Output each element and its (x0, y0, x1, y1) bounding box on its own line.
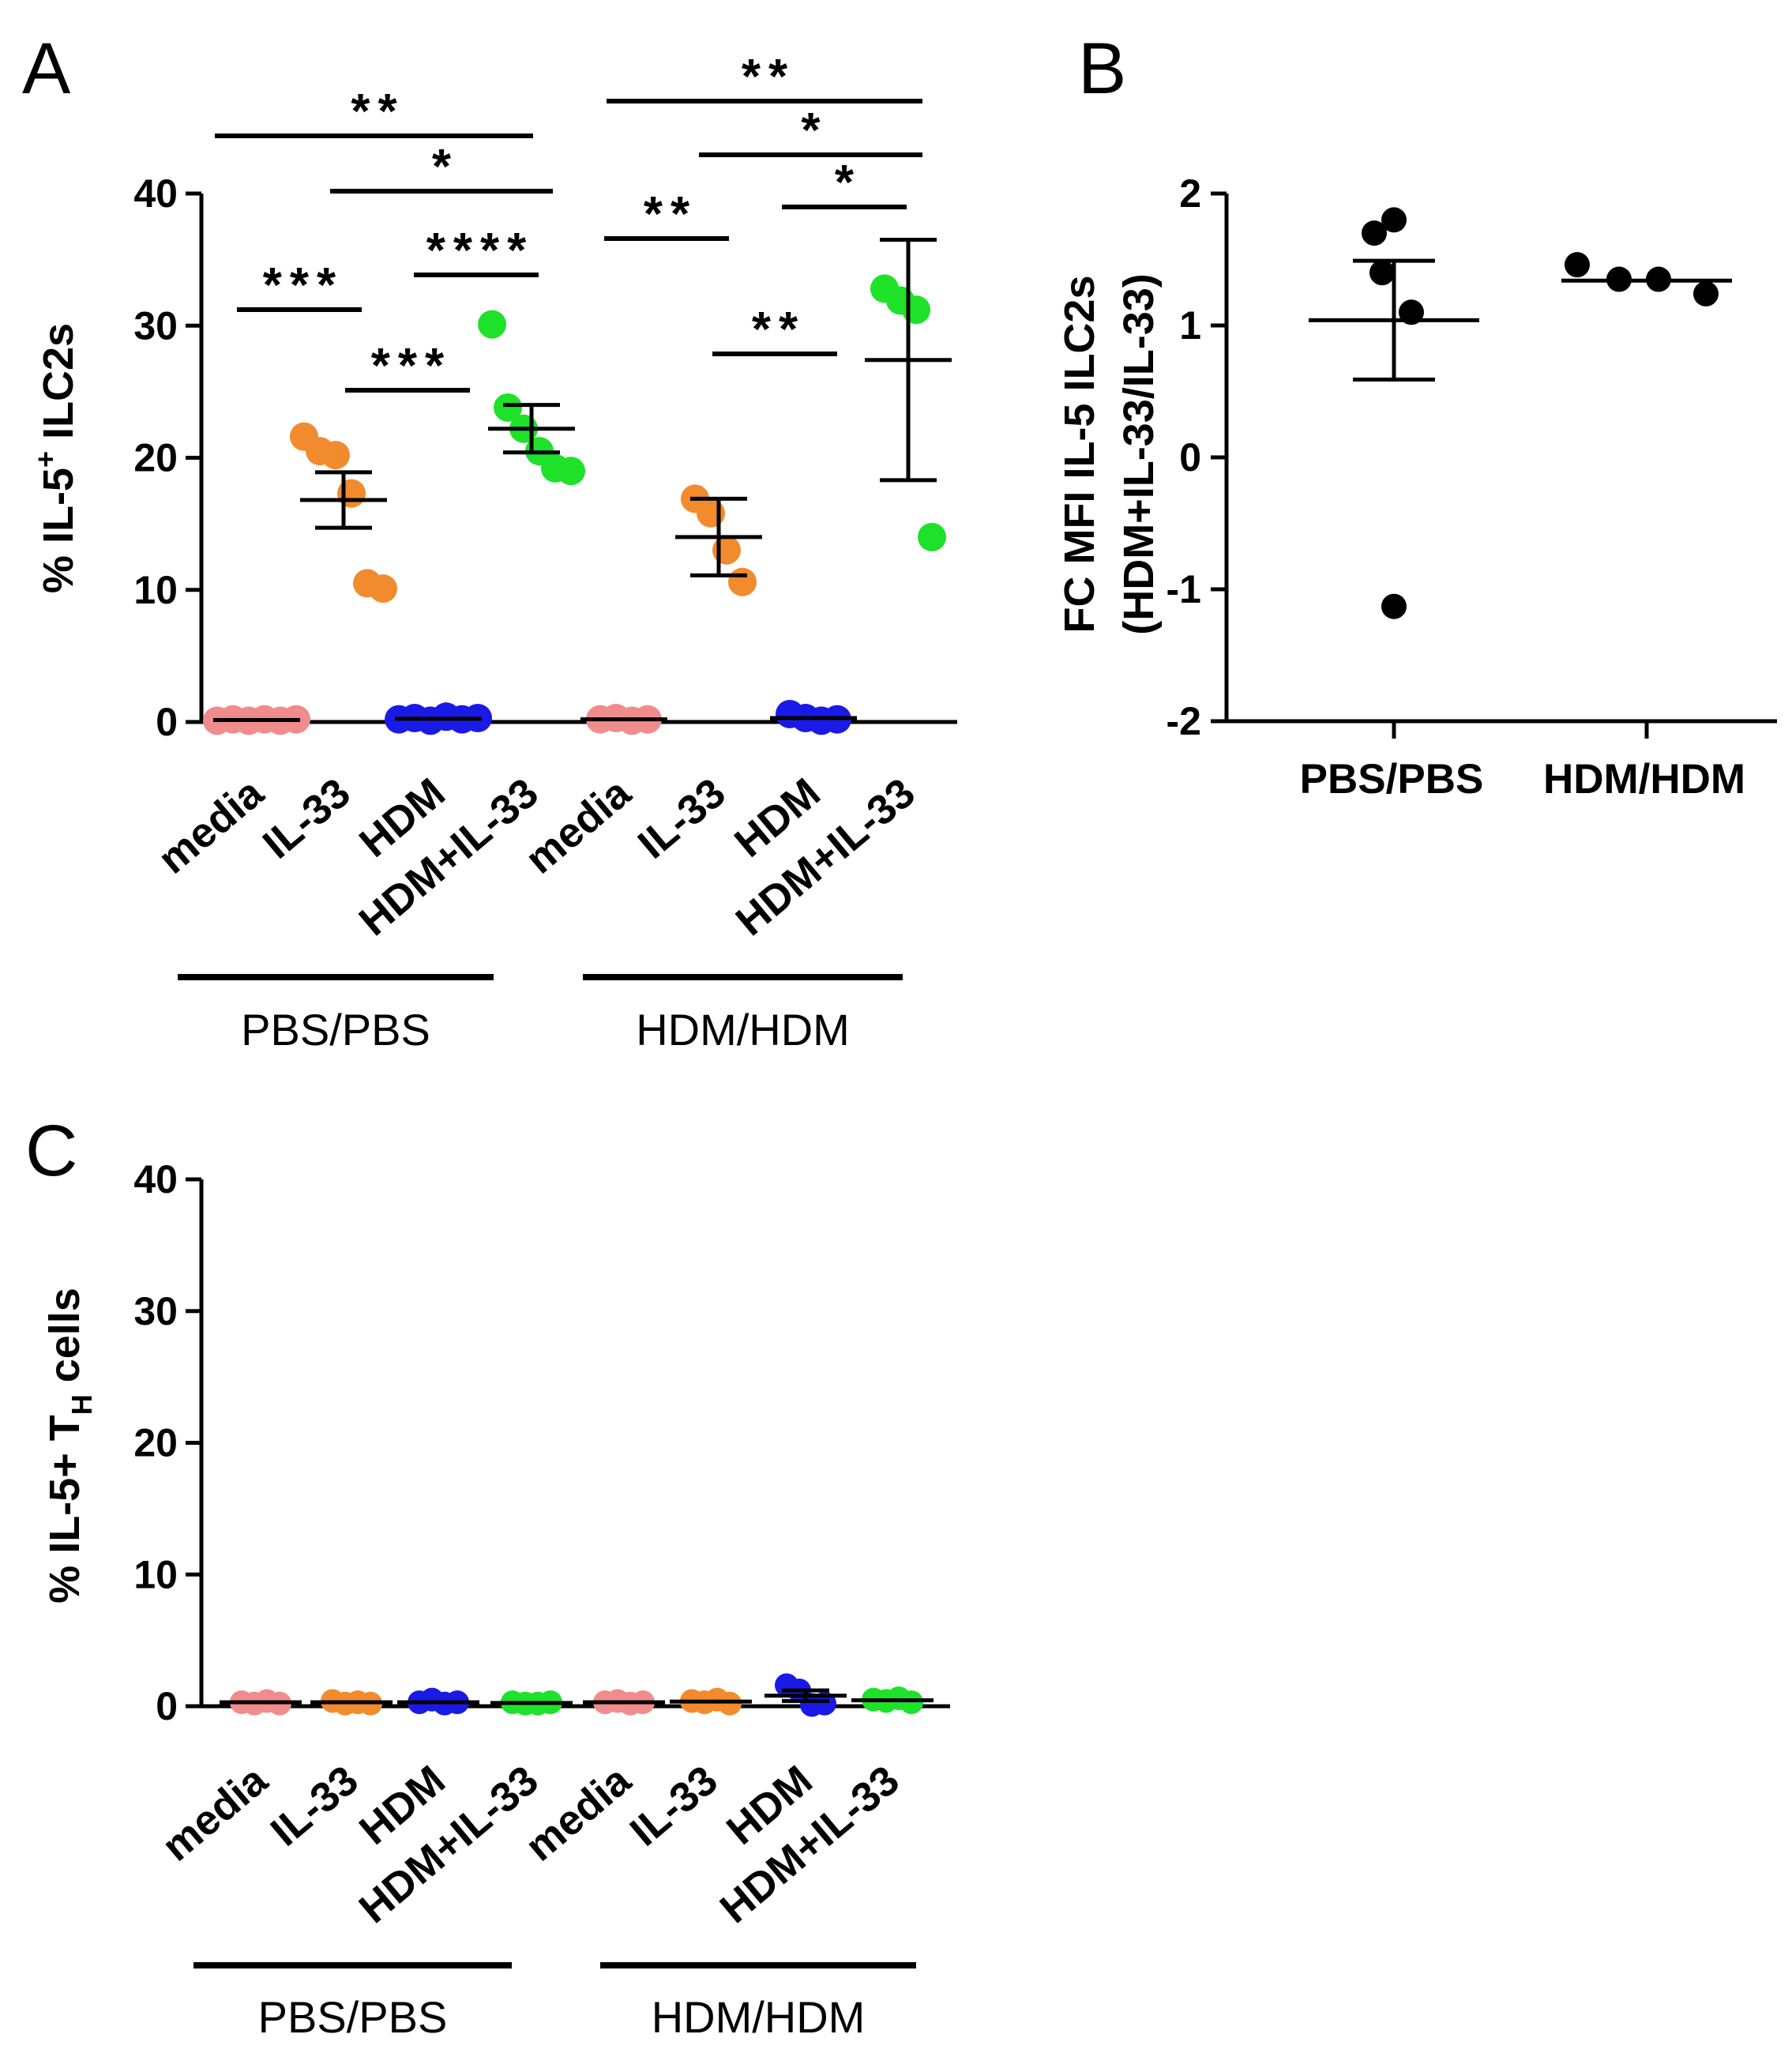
y-axis-label: % IL-5+ ILC2s (29, 323, 82, 593)
significance-label: ** (644, 187, 697, 242)
group-label: PBS/PBS (241, 1005, 430, 1055)
y-tick-label: 1 (1179, 303, 1201, 348)
data-point (728, 567, 757, 596)
group-label: HDM/HDM (636, 1005, 850, 1055)
panel-B: -2 -1 0 1 2 PBS/PBS HDM/HDM FC MFI IL-5 ILC2s (H… (1056, 171, 1777, 803)
significance-label: *** (263, 258, 344, 313)
significance-label: * (835, 156, 862, 210)
y-tick-label: 0 (156, 700, 178, 744)
data-point (1369, 260, 1395, 286)
y-label-part: % IL-5+ T (41, 1415, 88, 1604)
y-tick-label: 30 (133, 1289, 178, 1333)
y-axis-label-line2: (HDM+IL-33/IL-33) (1115, 273, 1163, 635)
category-label: IL-33 (262, 1757, 367, 1856)
y-axis-label: % IL-5+ TH cells (41, 1288, 98, 1604)
data-point (900, 1690, 923, 1714)
group-label: HDM/HDM (652, 1992, 866, 2042)
data-point (337, 479, 366, 508)
y-tick-label: 10 (133, 1552, 178, 1596)
significance-label: *** (371, 339, 452, 393)
y-tick-label: 20 (133, 436, 178, 480)
panel-label-C: C (25, 1111, 77, 1191)
data-point (1362, 220, 1387, 246)
y-tick-label: 0 (1179, 435, 1201, 479)
data-point (813, 1691, 836, 1716)
category-label: media (153, 1757, 276, 1871)
category-label: PBS/PBS (1300, 756, 1484, 803)
category-label: HDM/HDM (1543, 756, 1745, 803)
y-tick-label: 20 (133, 1421, 178, 1465)
y-tick-label: -1 (1166, 567, 1201, 611)
y-tick-label: 40 (133, 1157, 178, 1201)
y-tick-label: 2 (1179, 171, 1201, 216)
y-tick-label: 10 (133, 568, 178, 612)
data-point (1693, 280, 1719, 306)
data-point (369, 574, 397, 603)
category-label: media (517, 769, 640, 883)
y-axis-label-line1: FC MFI IL-5 ILC2s (1056, 275, 1103, 633)
y-tick-label: 40 (133, 171, 178, 216)
category-label: IL-33 (629, 769, 734, 868)
panel-C: 010203040mediaIL-33HDMHDM+IL-33mediaIL-3… (133, 1157, 950, 2042)
data-point (718, 1691, 742, 1716)
y-label-sub: H (66, 1394, 98, 1415)
data-point (494, 393, 522, 422)
data-point (557, 457, 585, 486)
data-point (712, 536, 741, 565)
y-tick-label: 30 (133, 303, 178, 348)
data-point (902, 295, 930, 325)
category-label: media (517, 1757, 640, 1871)
data-point (321, 441, 350, 470)
y-label-part: % IL-5 (35, 468, 82, 593)
y-label-part: cells (41, 1288, 88, 1394)
y-tick-label: 0 (156, 1684, 178, 1728)
data-point (697, 498, 725, 528)
group-label: PBS/PBS (258, 1992, 448, 2042)
significance-label: ** (752, 303, 806, 357)
data-point (1381, 207, 1407, 233)
y-tick-label: -2 (1166, 699, 1201, 743)
category-label: IL-33 (254, 769, 359, 868)
panel-label-B: B (1078, 28, 1126, 109)
panel-A: 010203040mediaIL-33HDMHDM+IL-33mediaIL-3… (133, 50, 957, 1055)
significance-label: ** (742, 50, 795, 104)
data-point (918, 522, 946, 551)
category-label: media (149, 769, 272, 883)
data-point (1565, 252, 1590, 278)
significance-label: ** (351, 85, 404, 139)
data-point (478, 310, 506, 339)
category-label: IL-33 (622, 1757, 727, 1856)
panel-label-A: A (22, 28, 71, 109)
significance-label: * (432, 140, 459, 194)
y-label-sup: + (29, 451, 62, 468)
data-point (1381, 593, 1407, 619)
significance-label: * (801, 103, 828, 158)
significance-label: **** (426, 224, 535, 278)
y-label-part: ILC2s (35, 323, 82, 451)
